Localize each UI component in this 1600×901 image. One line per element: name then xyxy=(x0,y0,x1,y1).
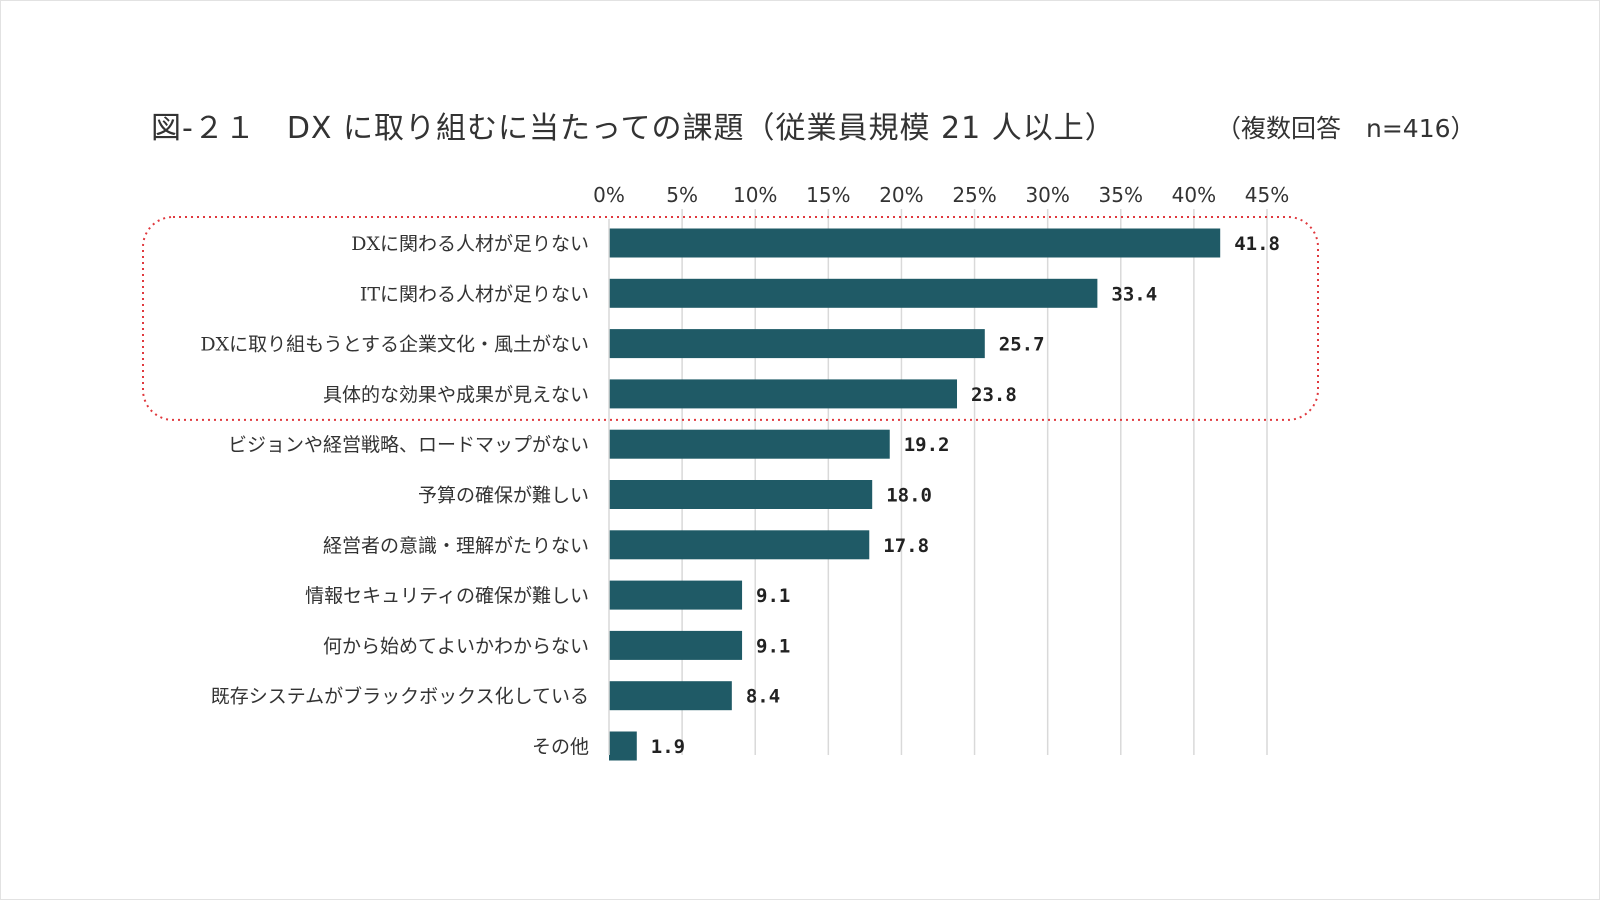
x-tick-label: 15% xyxy=(806,183,850,207)
x-tick-label: 40% xyxy=(1172,183,1216,207)
bar xyxy=(609,530,870,560)
bar xyxy=(609,580,743,610)
data-label: 33.4 xyxy=(1111,283,1157,305)
bar xyxy=(609,278,1098,308)
data-label: 41.8 xyxy=(1234,233,1280,255)
bar xyxy=(609,429,890,459)
category-label: 情報セキュリティの確保が難しい xyxy=(305,585,589,607)
x-tick-label: 35% xyxy=(1099,183,1143,207)
bar xyxy=(609,480,873,509)
x-tick-label: 20% xyxy=(879,183,923,207)
category-label: 経営者の意識・理解がたりない xyxy=(323,535,589,557)
category-label: その他 xyxy=(532,736,589,758)
data-label: 18.0 xyxy=(886,485,932,507)
category-label: DXに取り組もうとする企業文化・風土がない xyxy=(200,334,589,356)
chart-subtitle: （複数回答 n=416） xyxy=(1216,114,1476,143)
data-label: 1.9 xyxy=(651,736,685,758)
x-tick-label: 25% xyxy=(952,183,996,207)
bar xyxy=(609,731,637,761)
category-label: ITに関わる人材が足りない xyxy=(360,283,589,305)
bar xyxy=(609,329,985,359)
bar xyxy=(609,228,1221,258)
x-tick-label: 0% xyxy=(593,183,625,207)
data-label: 9.1 xyxy=(756,635,790,657)
data-label: 19.2 xyxy=(904,434,950,456)
chart-title: 図-２１ DX に取り組むに当たっての課題（従業員規模 21 人以上） xyxy=(151,111,1116,146)
category-label: DXに関わる人材が足りない xyxy=(351,233,589,255)
bar xyxy=(609,681,732,711)
x-tick-label: 10% xyxy=(733,183,777,207)
bar xyxy=(609,630,743,660)
data-label: 25.7 xyxy=(999,334,1045,356)
category-label: 具体的な効果や成果が見えない xyxy=(323,384,589,406)
x-tick-label: 5% xyxy=(666,183,698,207)
data-label: 23.8 xyxy=(971,384,1017,406)
data-label: 17.8 xyxy=(883,535,929,557)
data-label: 9.1 xyxy=(756,585,790,607)
bar xyxy=(609,379,958,409)
category-label: ビジョンや経営戦略、ロードマップがない xyxy=(228,434,589,456)
highlight-box xyxy=(142,216,1319,421)
category-label: 既存システムがブラックボックス化している xyxy=(211,685,589,708)
category-label: 予算の確保が難しい xyxy=(418,485,589,507)
category-label: 何から始めてよいかわからない xyxy=(323,635,589,657)
x-tick-label: 30% xyxy=(1025,183,1069,207)
x-tick-label: 45% xyxy=(1245,183,1289,207)
data-label: 8.4 xyxy=(746,686,780,708)
